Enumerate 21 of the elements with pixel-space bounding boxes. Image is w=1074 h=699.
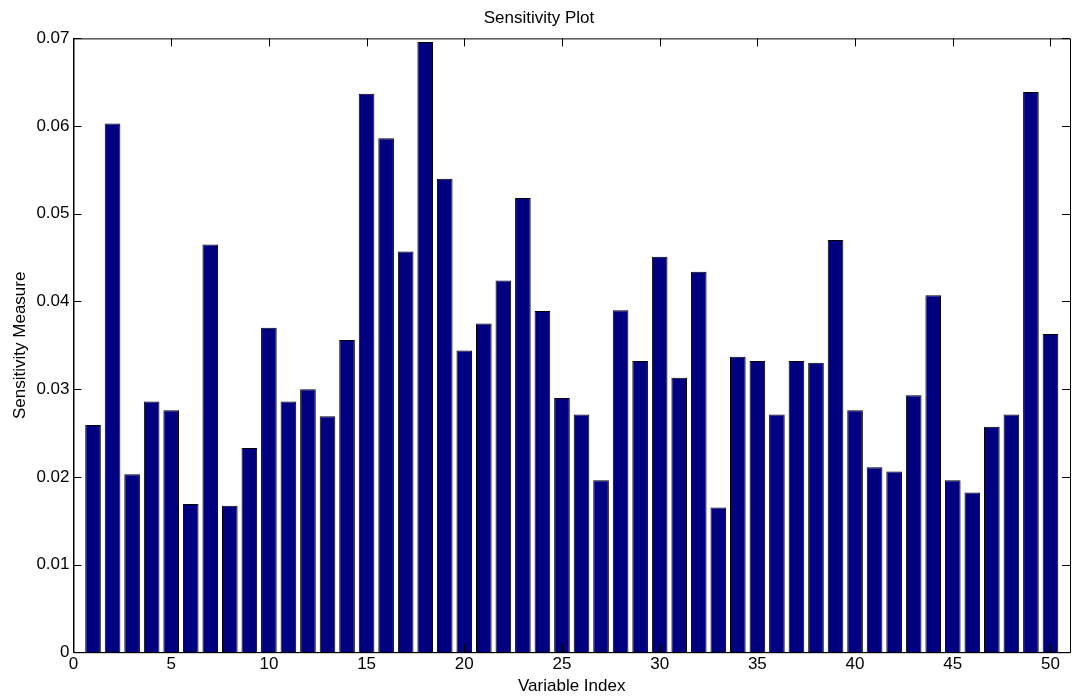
y-tick-label: 0.07 (36, 28, 70, 48)
y-tick-label: 0.02 (36, 466, 70, 486)
x-tick-label: 40 (845, 654, 865, 674)
x-tick-label: 15 (357, 654, 377, 674)
x-tick-label: 50 (1041, 654, 1060, 674)
y-tick-label: 0.04 (36, 291, 70, 311)
x-tick-label: 45 (943, 654, 963, 674)
y-tick-label: 0.01 (36, 554, 70, 574)
x-tick-label: 20 (454, 654, 474, 674)
x-tick-label: 5 (166, 654, 176, 674)
x-axis-title: Variable Index (518, 676, 626, 696)
x-tick-label: 30 (650, 654, 670, 674)
y-tick-label: 0.05 (36, 203, 70, 223)
y-tick-label: 0.06 (36, 115, 70, 135)
x-tick-label: 10 (259, 654, 279, 674)
chart-title: Sensitivity Plot (483, 7, 595, 27)
y-tick-label: 0 (60, 641, 70, 661)
x-tick-label: 25 (552, 654, 572, 674)
y-axis-title: Sensitivity Measure (9, 271, 29, 419)
y-tick-label: 0.03 (36, 378, 70, 398)
x-tick-label: 35 (747, 654, 767, 674)
